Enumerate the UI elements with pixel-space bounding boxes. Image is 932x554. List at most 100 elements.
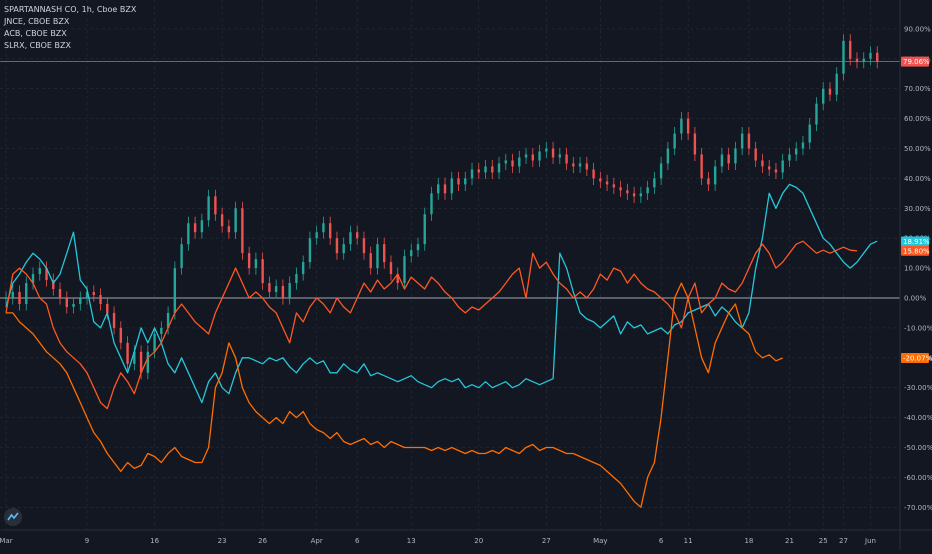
candle-body	[58, 289, 62, 298]
candle-body	[430, 193, 433, 215]
candle-body	[207, 196, 210, 221]
candle-body	[524, 154, 528, 158]
candle-body	[200, 220, 204, 233]
candle-body	[626, 190, 629, 194]
candle-body	[301, 262, 305, 275]
legend-slrx[interactable]: SLRX, CBOE BZX	[4, 41, 71, 50]
grid	[0, 0, 900, 530]
candle-body	[356, 232, 359, 239]
x-tick-label: 18	[744, 537, 753, 545]
candle-body	[599, 178, 602, 182]
candle-body	[828, 88, 832, 95]
candle-body	[106, 303, 109, 313]
candle-body	[659, 163, 663, 179]
candle-body	[572, 163, 575, 167]
last-value-tag-label: 79.06%	[903, 58, 930, 66]
candle-body	[619, 187, 622, 191]
x-tick-label: 20	[474, 537, 483, 545]
y-tick-label: 70.00%	[904, 85, 931, 93]
candle-body	[484, 166, 487, 173]
candle-body	[295, 274, 298, 284]
candle-body	[457, 178, 460, 185]
legend-main-symbol[interactable]: SPARTANNASH CO, 1h, Cboe BZX	[4, 5, 137, 14]
x-tick-label: 13	[407, 537, 416, 545]
tradingview-logo-icon[interactable]	[4, 508, 22, 526]
candle-body	[220, 214, 224, 227]
candle-body	[842, 40, 845, 74]
legend: SPARTANNASH CO, 1h, Cboe BZX JNCE, CBOE …	[4, 4, 136, 52]
candle-body	[497, 163, 501, 173]
candle-body	[268, 283, 271, 293]
candle-body	[4, 298, 8, 299]
candle-body	[376, 244, 379, 269]
time-axis: Mar 9 16 23 26 Apr 6 13 20 27 May 6 11 18 21 25 27 Jun	[0, 529, 932, 545]
candle-body	[92, 292, 95, 296]
x-tick-label: 25	[819, 537, 828, 545]
candle-body	[112, 312, 116, 328]
candle-body	[464, 178, 467, 185]
candle-body	[781, 160, 784, 173]
candle-body	[740, 133, 744, 149]
candle-body	[247, 253, 251, 269]
x-tick-label: 9	[85, 537, 89, 545]
candle-body	[396, 274, 399, 284]
last-value-tag	[901, 353, 929, 364]
candle-body	[119, 327, 123, 343]
candle-body	[173, 268, 177, 313]
candle-body	[767, 166, 771, 170]
candle-body	[308, 238, 312, 263]
candle-body	[288, 283, 291, 298]
y-tick-label: 10.00%	[904, 265, 931, 273]
candle-body	[389, 262, 393, 275]
y-tick-label: -30.00%	[904, 384, 932, 392]
candle-body	[437, 184, 440, 194]
candle-body	[693, 133, 697, 155]
candle-body	[335, 238, 339, 254]
candle-body	[646, 187, 649, 194]
candle-body	[281, 286, 285, 298]
x-tick-label: Mar	[0, 537, 13, 545]
candle-body	[126, 342, 129, 364]
candle-body	[416, 244, 420, 251]
candle-body	[38, 268, 41, 275]
candle-body	[410, 250, 413, 257]
x-tick-label: May	[593, 537, 607, 545]
candle-body	[511, 160, 514, 167]
x-tick-label: 21	[785, 537, 794, 545]
legend-acb[interactable]: ACB, CBOE BZX	[4, 29, 67, 38]
candle-body	[477, 169, 480, 173]
candle-body	[720, 154, 724, 167]
candle-body	[227, 226, 231, 233]
candle-body	[673, 133, 676, 149]
candle-body	[133, 351, 136, 364]
candle-body	[518, 157, 521, 167]
candle-body	[85, 292, 89, 298]
candle-body	[869, 52, 872, 59]
candle-body	[45, 268, 48, 281]
last-value-tags: 79.06% 18.91%15.80% -20.07%	[901, 56, 932, 364]
y-tick-label: 60.00%	[904, 115, 931, 123]
candle-body	[214, 196, 217, 215]
candle-body	[632, 193, 636, 197]
reference-lines	[0, 61, 900, 299]
y-tick-label: 40.00%	[904, 175, 931, 183]
y-tick-label: -50.00%	[904, 444, 932, 452]
candle-body	[788, 154, 791, 161]
candle-body	[52, 280, 55, 290]
x-tick-label: 26	[258, 537, 267, 545]
candle-body	[383, 244, 386, 263]
candle-body	[558, 154, 562, 158]
candle-body	[99, 295, 102, 304]
candle-body	[166, 312, 170, 328]
candle-body	[835, 73, 838, 95]
candle-body	[795, 148, 798, 155]
candle-body	[700, 154, 703, 179]
candle-body	[707, 178, 710, 185]
y-tick-label: -40.00%	[904, 414, 932, 422]
candle-body	[734, 148, 737, 164]
legend-jnce[interactable]: JNCE, CBOE BZX	[4, 17, 70, 26]
y-tick-label: -10.00%	[904, 324, 932, 332]
candle-body	[639, 193, 643, 197]
